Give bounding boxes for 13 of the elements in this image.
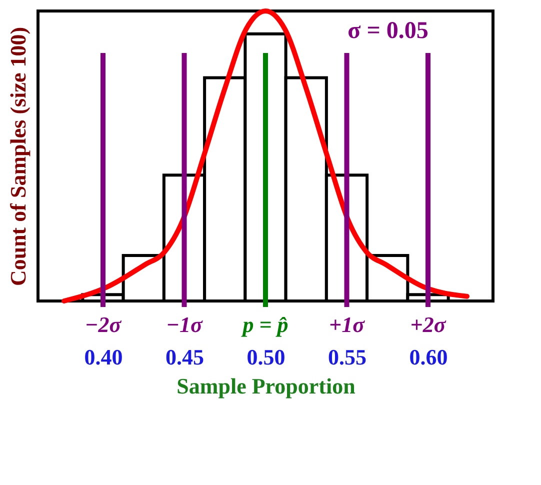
x-tick-label: 0.60 [409,344,448,370]
x-tick-label: 0.45 [166,344,204,370]
ref-line-label: −2σ [84,312,122,337]
x-tick-label: 0.55 [328,344,366,370]
annotation: σ = 0.05 [348,18,428,44]
x-tick-label: 0.50 [246,344,286,370]
ref-line-label: +1σ [329,312,366,337]
ref-line-label: +2σ [410,312,447,337]
y-axis-title: Count of Samples (size 100) [6,26,30,286]
ref-line-label: −1σ [166,312,204,337]
ref-line-label: p = p̂ [240,312,288,337]
x-axis-title: Sample Proportion [176,374,356,398]
x-tick-label: 0.40 [84,344,123,370]
